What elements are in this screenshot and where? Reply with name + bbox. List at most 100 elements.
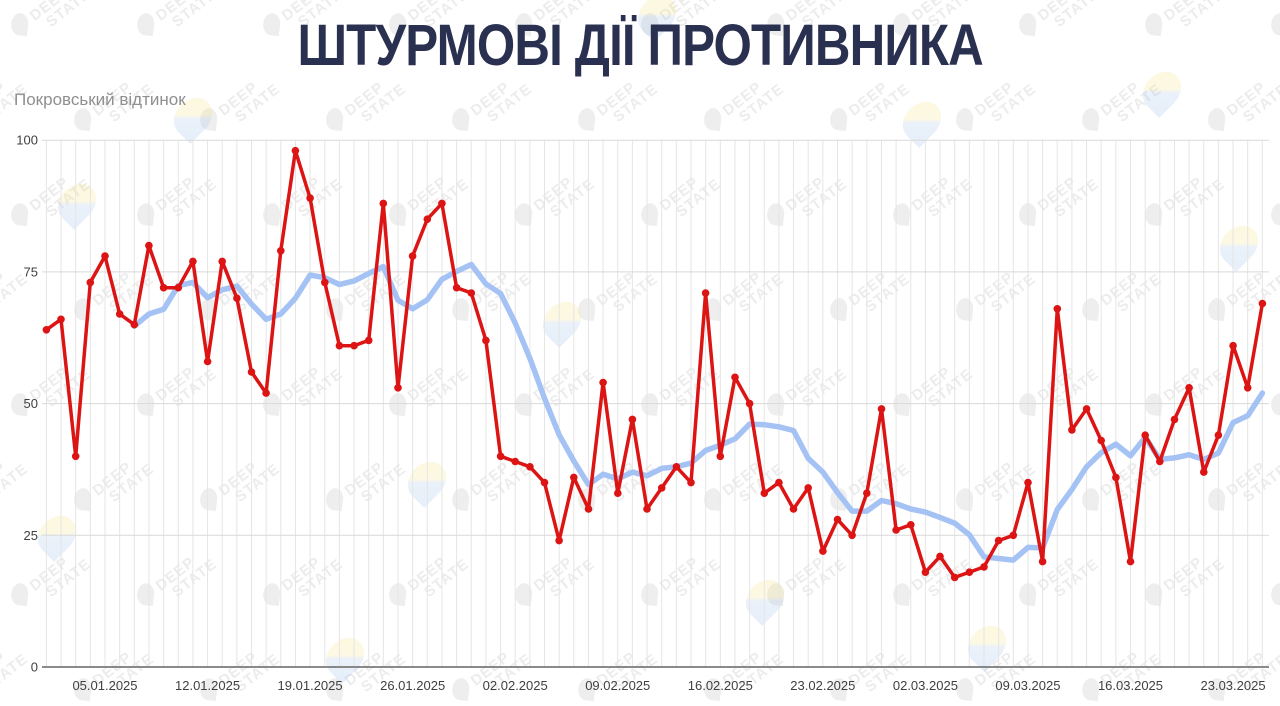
data-point (570, 473, 578, 482)
data-point (1229, 341, 1237, 350)
data-point (804, 484, 812, 492)
data-point (57, 315, 65, 324)
data-point (1126, 557, 1135, 566)
data-point (950, 573, 959, 582)
data-point (1200, 468, 1208, 476)
x-tick-label: 02.03.2025 (893, 678, 958, 693)
data-point (775, 478, 783, 487)
data-point (482, 336, 490, 345)
data-point (672, 463, 681, 471)
data-point (628, 415, 637, 424)
x-tick-label: 26.01.2025 (380, 678, 445, 693)
data-point (423, 215, 432, 223)
data-point (1068, 426, 1076, 434)
data-point (833, 515, 842, 524)
y-tick-label: 0 (31, 660, 38, 675)
data-point (86, 278, 95, 287)
y-axis-labels: 0 25 50 75 100 (16, 133, 38, 675)
data-point (277, 247, 285, 255)
data-point (321, 278, 329, 287)
x-tick-label: 05.01.2025 (72, 678, 137, 693)
data-point (760, 489, 769, 498)
x-tick-label: 09.03.2025 (995, 678, 1060, 693)
x-tick-label: 16.02.2025 (688, 678, 753, 693)
data-point (877, 405, 886, 413)
data-point (364, 336, 373, 345)
data-point (1243, 384, 1252, 392)
data-point (247, 368, 256, 376)
data-point (1170, 415, 1179, 424)
data-point (511, 457, 519, 466)
data-point (687, 478, 695, 487)
data-point (540, 478, 549, 487)
data-point (218, 257, 226, 266)
daily-assaults-line (44, 148, 1265, 580)
x-tick-label: 02.02.2025 (483, 678, 548, 693)
data-point (71, 452, 80, 461)
data-point (848, 531, 856, 540)
data-point (657, 484, 666, 492)
data-point (42, 326, 51, 334)
data-point (555, 536, 563, 545)
data-point (438, 199, 446, 208)
data-point (863, 489, 871, 498)
data-point (159, 283, 168, 292)
page-title-text: ШТУРМОВІ ДІЇ ПРОТИВНИКА (297, 13, 983, 78)
data-point (101, 252, 109, 260)
data-point (130, 320, 139, 329)
x-tick-label: 09.02.2025 (585, 678, 650, 693)
data-point (1185, 384, 1193, 392)
y-tick-label: 100 (16, 133, 38, 148)
data-point (1214, 431, 1223, 440)
data-point (994, 536, 1003, 545)
data-point (584, 505, 593, 513)
data-point (115, 310, 124, 318)
data-point (1053, 305, 1062, 313)
x-tick-label: 19.01.2025 (278, 678, 343, 693)
data-point (892, 526, 900, 534)
x-tick-label: 12.01.2025 (175, 678, 240, 693)
data-point (936, 552, 944, 561)
data-point (306, 194, 314, 202)
horizontal-gridlines (42, 139, 1269, 536)
y-tick-label: 50 (24, 396, 38, 411)
data-point (643, 505, 651, 513)
data-point (907, 521, 915, 529)
y-tick-label: 25 (24, 528, 38, 543)
data-point (408, 252, 417, 260)
data-point (921, 568, 930, 576)
seven-day-average-line (131, 261, 1266, 563)
data-point (145, 241, 153, 250)
data-point (1097, 436, 1105, 445)
series-lines (42, 146, 1267, 582)
y-tick-label: 75 (24, 264, 38, 279)
x-axis-labels: 05.01.2025 12.01.2025 19.01.2025 26.01.2025… (72, 678, 1265, 693)
data-point (174, 283, 183, 292)
data-point (965, 568, 974, 576)
data-point (203, 357, 212, 366)
data-point (614, 489, 622, 498)
data-point (335, 341, 344, 350)
data-point (716, 452, 725, 461)
data-point (819, 547, 827, 555)
data-point (1024, 478, 1032, 487)
data-point (526, 463, 534, 471)
data-point (350, 341, 358, 350)
data-point (379, 199, 388, 208)
data-point (1112, 473, 1120, 482)
data-point (1082, 405, 1091, 413)
x-tick-label: 16.03.2025 (1098, 678, 1163, 693)
data-point (980, 563, 988, 571)
x-tick-label: 23.03.2025 (1201, 678, 1266, 693)
data-point (1009, 531, 1018, 540)
data-point (467, 289, 476, 297)
chart-subtitle: Покровський відтинок (14, 90, 186, 109)
data-point (1038, 557, 1047, 566)
data-point (496, 452, 505, 461)
data-point (189, 257, 197, 266)
page-title: ШТУРМОВІ ДІЇ ПРОТИВНИКА (0, 12, 1280, 79)
data-point (1141, 431, 1149, 440)
data-point (452, 283, 461, 292)
data-point (233, 294, 241, 303)
